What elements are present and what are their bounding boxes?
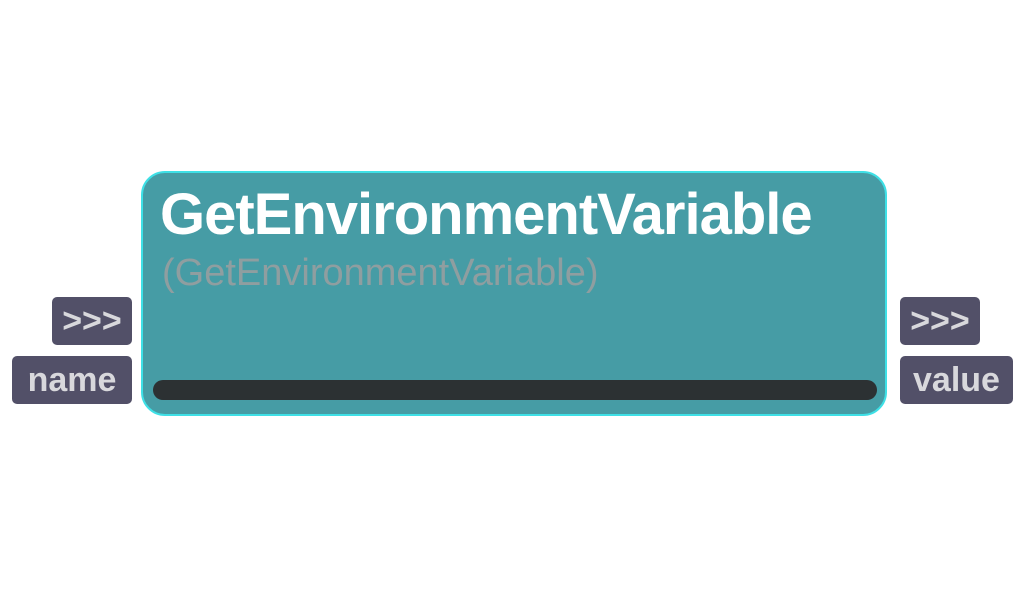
- input-name-port[interactable]: name: [12, 356, 132, 404]
- function-node[interactable]: GetEnvironmentVariable (GetEnvironmentVa…: [141, 171, 887, 416]
- output-exec-port[interactable]: >>>: [900, 297, 980, 345]
- node-footer-bar: [153, 380, 877, 400]
- node-title: GetEnvironmentVariable: [160, 182, 813, 247]
- input-exec-port[interactable]: >>>: [52, 297, 132, 345]
- node-subtitle: (GetEnvironmentVariable): [162, 252, 599, 294]
- output-value-port[interactable]: value: [900, 356, 1013, 404]
